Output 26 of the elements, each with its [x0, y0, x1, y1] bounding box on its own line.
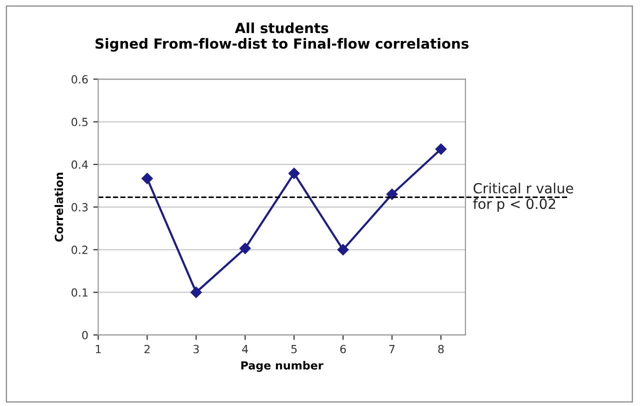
y-tick-label: 0.3	[72, 203, 88, 212]
point	[190, 286, 202, 298]
y-tick-label: 0	[82, 330, 88, 340]
x-tick-label: 8	[438, 344, 444, 354]
point	[337, 244, 349, 256]
point	[435, 143, 447, 155]
x-tick-label: 7	[389, 345, 395, 354]
x-tick-label: 5	[291, 345, 297, 354]
ref-line-label: Critical r value for p < 0.02	[473, 182, 574, 212]
y-tick-label: 0.6	[72, 75, 88, 84]
y-tick-label: 0.2	[72, 246, 88, 254]
x-axis-title: Page number	[241, 360, 324, 372]
point	[142, 172, 153, 184]
y-axis-title: Correlation	[54, 172, 64, 242]
y-tick-label: 0.1	[72, 288, 88, 297]
point	[288, 168, 300, 179]
x-tick-label: 2	[144, 344, 150, 354]
y-tick-label: 0.5	[72, 118, 88, 126]
chart-title: All students Signed From-flow-dist to Final-flow correlations	[96, 22, 468, 52]
x-tick-label: 6	[340, 344, 346, 354]
point	[386, 188, 398, 200]
y-tick-label: 0.4	[72, 160, 88, 169]
point	[240, 242, 251, 254]
x-tick-label: 4	[242, 345, 248, 354]
x-tick-label: 1	[96, 345, 101, 354]
x-tick-label: 3	[193, 344, 199, 354]
